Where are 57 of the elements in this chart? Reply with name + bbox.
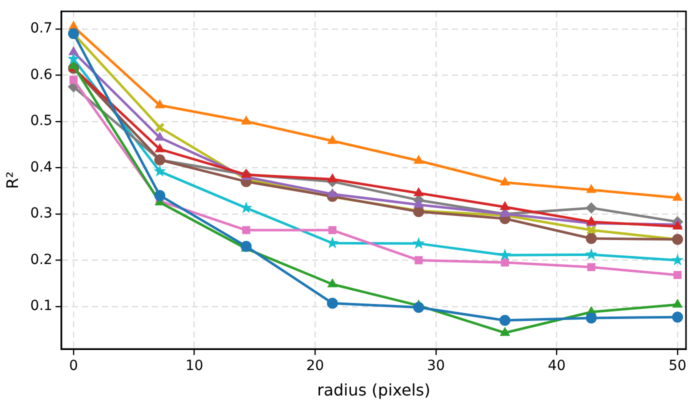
x-tick-label: 0 [69,358,78,374]
point [412,237,425,249]
point [499,314,510,326]
point [586,184,596,193]
point [154,122,165,133]
point [68,46,78,56]
point [67,52,80,64]
point [326,298,338,309]
y-tick-label: 0.6 [30,66,53,83]
point [585,248,598,260]
point [328,135,338,144]
point [672,299,682,308]
y-tick-label: 0.1 [30,298,52,314]
y-tick-label: 0.7 [30,20,52,37]
point [500,258,509,267]
x-tick-label: 30 [427,358,445,374]
x-tick-label: 10 [185,358,204,374]
point [586,232,597,244]
point [328,278,338,288]
x-tick-label: 40 [548,358,566,374]
point [414,188,424,196]
x-tick-label: 20 [306,358,324,374]
point [498,248,512,260]
x-tick-label: 50 [668,358,686,374]
point [242,226,250,234]
y-tick-label: 0.4 [30,159,53,176]
point [70,76,78,84]
y-tick-label: 0.3 [30,206,52,222]
y-tick-label: 0.2 [30,252,52,268]
point [154,190,166,201]
point [500,177,510,186]
point [500,327,510,336]
point [241,116,251,124]
y-axis-title: R² [2,171,22,189]
point [414,256,423,264]
point [586,202,597,214]
point [154,144,165,152]
point [328,226,336,234]
point [672,192,682,201]
point [671,254,684,266]
point [154,164,166,177]
point [586,225,596,236]
point [672,312,684,323]
point [414,155,424,164]
y-tick-label: 0.5 [30,113,52,130]
point [154,132,165,141]
point [154,100,165,108]
point [674,270,682,280]
point [414,199,424,208]
x-axis-title: radius (pixels) [317,380,430,400]
point [413,302,424,313]
point [587,263,596,272]
point [328,188,338,198]
point [500,202,510,210]
point [586,312,597,324]
point [68,60,78,69]
point [328,174,338,182]
